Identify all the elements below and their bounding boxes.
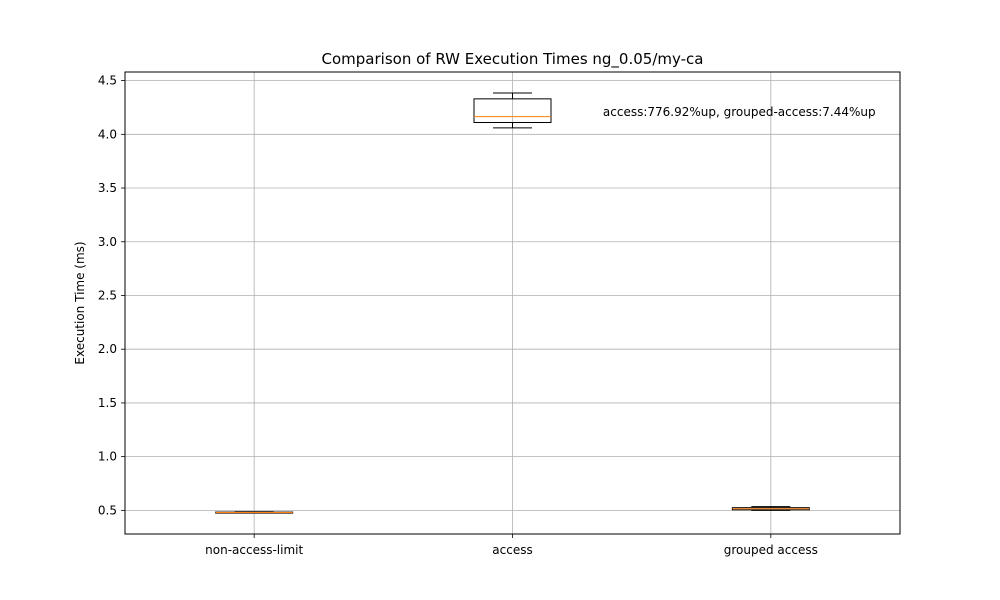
y-tick-label: 4.5	[98, 74, 117, 88]
y-tick-label: 2.5	[98, 288, 117, 302]
y-tick-label: 4.0	[98, 127, 117, 141]
y-axis-label: Execution Time (ms)	[73, 241, 87, 364]
y-tick-label: 0.5	[98, 503, 117, 517]
y-tick-label: 3.0	[98, 235, 117, 249]
boxes	[215, 92, 810, 514]
x-tick-label: grouped access	[724, 543, 818, 557]
x-tick-label: non-access-limit	[205, 543, 303, 557]
iqr-box	[473, 98, 552, 123]
x-tick-label: access	[492, 543, 532, 557]
y-tick-label: 1.0	[98, 450, 117, 464]
ticks: 0.5 1.0 1.5 2.0 2.5 3.0 3.5 4.0 4.5 non-access-li…	[98, 74, 818, 557]
annotation-label: access:776.92%up, grouped-access:7.44%up	[603, 105, 876, 119]
y-tick-label: 3.5	[98, 181, 117, 195]
y-tick-label: 1.5	[98, 396, 117, 410]
y-tick-label: 2.0	[98, 342, 117, 356]
box-access	[473, 92, 552, 129]
box-non-access-limit	[215, 511, 294, 514]
grid	[125, 72, 900, 534]
chart-title: Comparison of RW Execution Times ng_0.05…	[322, 50, 704, 69]
box-grouped-access	[731, 506, 810, 511]
